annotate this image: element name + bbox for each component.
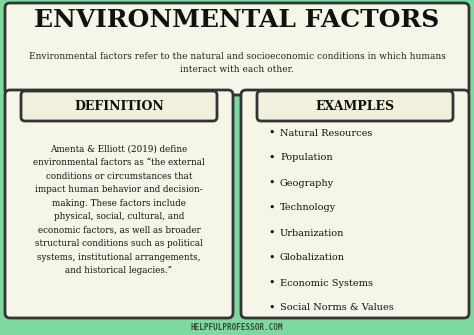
Text: •: • (268, 303, 274, 313)
Text: Economic Systems: Economic Systems (280, 278, 373, 287)
Text: Environmental factors refer to the natural and socioeconomic conditions in which: Environmental factors refer to the natur… (28, 52, 446, 74)
FancyBboxPatch shape (5, 3, 469, 95)
Text: •: • (268, 253, 274, 263)
Text: •: • (268, 203, 274, 213)
Text: Urbanization: Urbanization (280, 228, 345, 238)
Text: Population: Population (280, 153, 333, 162)
Text: Technology: Technology (280, 203, 336, 212)
Text: DEFINITION: DEFINITION (74, 99, 164, 113)
Text: ENVIRONMENTAL FACTORS: ENVIRONMENTAL FACTORS (35, 8, 439, 32)
FancyBboxPatch shape (257, 91, 453, 121)
Text: Natural Resources: Natural Resources (280, 129, 373, 137)
Text: Amenta & Elliott (2019) define
environmental factors as “the external
conditions: Amenta & Elliott (2019) define environme… (33, 144, 205, 275)
FancyBboxPatch shape (21, 91, 217, 121)
Text: •: • (268, 228, 274, 238)
FancyBboxPatch shape (241, 90, 469, 318)
Text: Geography: Geography (280, 179, 334, 188)
Text: •: • (268, 128, 274, 138)
Text: HELPFULPROFESSOR.COM: HELPFULPROFESSOR.COM (191, 323, 283, 332)
FancyBboxPatch shape (5, 90, 233, 318)
Text: •: • (268, 153, 274, 163)
Text: EXAMPLES: EXAMPLES (315, 99, 394, 113)
Text: Social Norms & Values: Social Norms & Values (280, 304, 394, 313)
Text: •: • (268, 178, 274, 188)
Text: •: • (268, 278, 274, 288)
Text: Globalization: Globalization (280, 254, 345, 263)
